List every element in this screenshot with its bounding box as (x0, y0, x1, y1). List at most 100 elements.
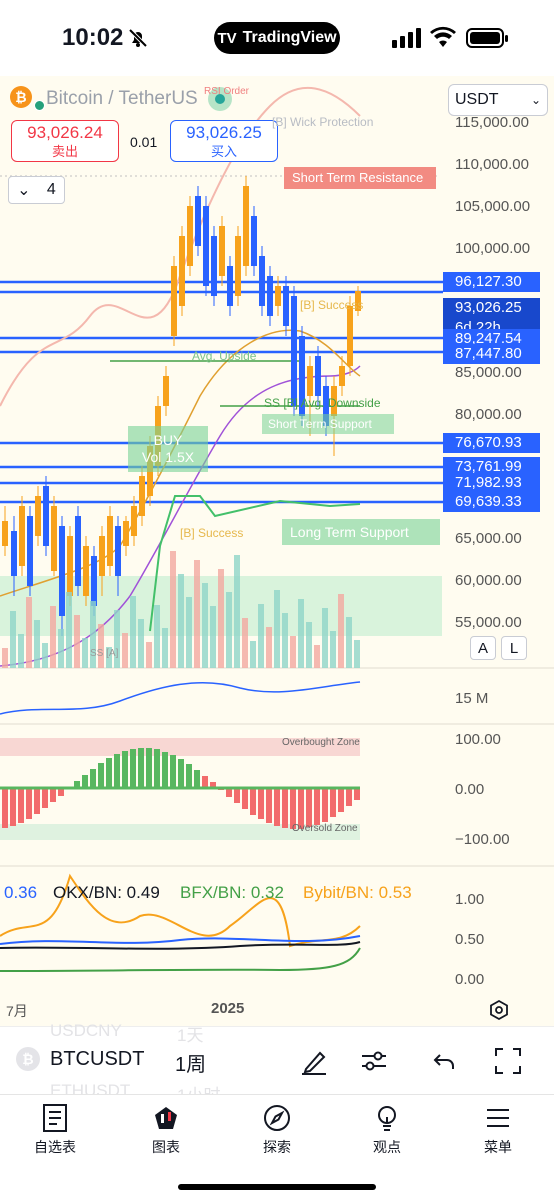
chart-canvas[interactable] (0, 76, 554, 1026)
candle-body (163, 376, 169, 406)
oversold-zone (0, 824, 360, 840)
vol-signal-text: Vol 1.5X (141, 449, 195, 465)
candle-body (211, 236, 217, 296)
ratio-label: 0.36 (4, 883, 38, 902)
ghost-symbol-top: USDCNY (50, 1021, 122, 1040)
volume-axis-label: 15 M (455, 690, 489, 707)
bell-muted-icon (128, 28, 148, 48)
candle-body (51, 506, 57, 571)
oscillator-bar (314, 788, 320, 825)
time-axis-label: 7月 (6, 1003, 28, 1019)
wifi-icon (430, 26, 456, 47)
nav-menu[interactable]: 菜单 (463, 1103, 533, 1157)
candle-body (131, 506, 137, 536)
indicators-sliders-icon[interactable] (358, 1045, 390, 1077)
quote-currency-select[interactable]: USDT ⌄ (448, 84, 548, 116)
indicators-collapse-button[interactable]: ⌄ 4 (8, 176, 65, 204)
nav-explore[interactable]: 探索 (242, 1103, 312, 1157)
nav-label: 图表 (152, 1139, 180, 1155)
oscillator-bar (186, 764, 192, 789)
volume-bar (66, 592, 72, 668)
spread-value: 0.01 (130, 134, 158, 150)
success-lower-label: [B] Success (180, 526, 244, 540)
price-tag: 69,639.33 (443, 492, 540, 512)
tradingview-logo-icon: TV (217, 29, 237, 47)
volume-bar (34, 620, 40, 668)
success-upper-label: [B] Success (300, 298, 364, 312)
oscillator-bar (290, 788, 296, 829)
oscillator-axis-label: −100.00 (455, 831, 510, 848)
candle-body (115, 526, 121, 576)
fullscreen-icon[interactable] (492, 1045, 524, 1077)
volume-bar (146, 642, 152, 668)
nav-chart[interactable]: 图表 (131, 1103, 201, 1157)
candle-body (347, 306, 353, 366)
oscillator-bar (194, 770, 200, 789)
status-bar: 10:02 TV TradingView (0, 0, 554, 76)
candle-body (331, 386, 337, 416)
volume-bar (90, 601, 96, 668)
volume-bar (266, 627, 272, 668)
price-axis-label: 105,000.00 (455, 198, 531, 215)
nav-label: 探索 (263, 1139, 291, 1155)
auto-scale-button[interactable]: A (470, 636, 496, 660)
symbol-picker[interactable]: BTCUSDT (50, 1048, 145, 1070)
settings-hexagon-icon[interactable] (487, 998, 511, 1022)
volume-bar (218, 569, 224, 668)
candle-body (187, 206, 193, 266)
short-term-resistance-label: Short Term Resistance (284, 167, 436, 189)
oscillator-bar (2, 788, 8, 828)
oscillator-bar (258, 788, 264, 819)
candle-body (235, 236, 241, 296)
buy-button[interactable]: 93,026.25 买入 (170, 120, 278, 162)
candle-body (2, 521, 8, 546)
volume-bar (58, 629, 64, 668)
signal-icon (392, 28, 421, 48)
bfx-ratio-line (0, 947, 361, 972)
long-term-support-label: Long Term Support (282, 519, 440, 545)
volume-bar (354, 640, 360, 668)
volume-bar (82, 638, 88, 668)
oscillator-bar (58, 788, 64, 796)
candle-body (339, 366, 345, 386)
candle-body (219, 226, 225, 276)
drawing-pen-icon[interactable] (298, 1045, 330, 1077)
oscillator-bar (154, 749, 160, 789)
oscillator-bar (98, 763, 104, 789)
oscillator-bar (226, 788, 232, 797)
symbol-title: Bitcoin / TetherUS (46, 88, 198, 109)
undo-icon[interactable] (430, 1045, 462, 1077)
app-pill[interactable]: TV TradingView (214, 22, 340, 54)
price-axis-label: 110,000.00 (455, 156, 529, 173)
volume-bar (242, 618, 248, 668)
volume-bar (122, 633, 128, 668)
candle-body (283, 286, 289, 326)
volume-bar (306, 622, 312, 668)
oscillator-bar (82, 775, 88, 789)
sell-button[interactable]: 93,026.24 卖出 (11, 120, 119, 162)
clock: 10:02 (62, 24, 124, 51)
price-tag: 71,982.93 (443, 473, 540, 493)
oscillator-bar (306, 788, 312, 827)
nav-watchlist[interactable]: 自选表 (20, 1103, 90, 1157)
ratio-label: OKX/BN: 0.49 (53, 883, 160, 902)
home-indicator (178, 1184, 376, 1190)
nav-ideas[interactable]: 观点 (352, 1103, 422, 1157)
oscillator-bar (266, 788, 272, 823)
oscillator-bar (10, 788, 16, 826)
volume-bar (26, 597, 32, 668)
oscillator-bar (242, 788, 248, 809)
interval-picker[interactable]: 1周 (175, 1054, 207, 1076)
log-scale-button[interactable]: L (501, 636, 527, 660)
volume-bar (106, 647, 112, 668)
ss-a-label: SS [A] (90, 648, 119, 659)
symbol-header[interactable]: ₿ Bitcoin / TetherUS (10, 86, 232, 112)
chart-area[interactable]: ₿ Bitcoin / TetherUS RSI Order USDT ⌄ 93… (0, 76, 554, 1026)
candle-body (203, 206, 209, 286)
volume-bar (18, 634, 24, 668)
oscillator-bar (282, 788, 288, 828)
chevron-down-icon: ⌄ (530, 93, 541, 107)
ss-downside-label: SS [B] Avg. Downside (264, 396, 381, 410)
blue-ratio-line (0, 935, 361, 945)
oscillator-bar (162, 752, 168, 789)
